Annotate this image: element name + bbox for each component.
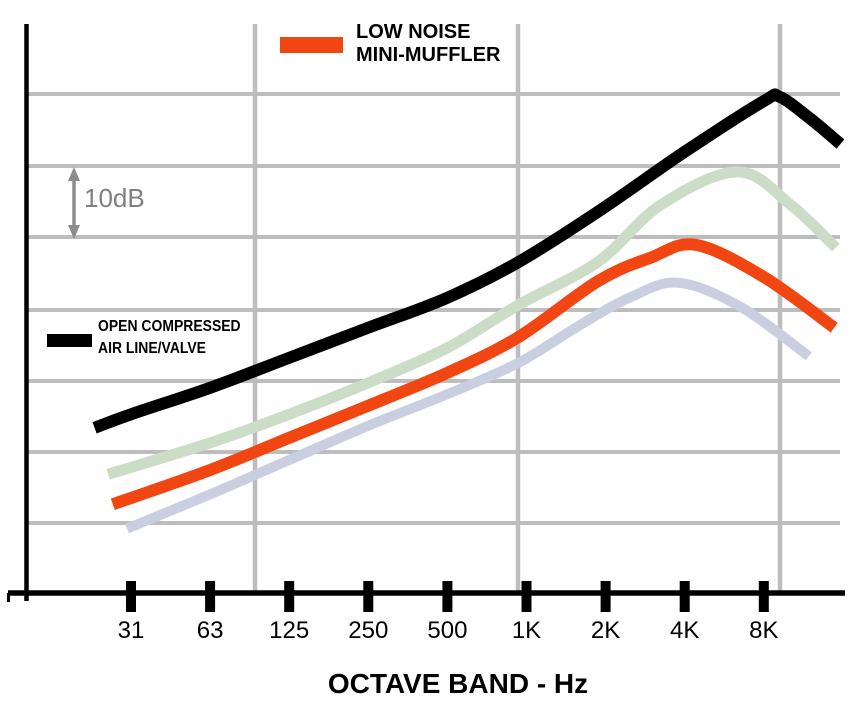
- x-tick-label-500: 500: [427, 617, 468, 644]
- legend-label-low-noise-muffler: LOW NOISE MINI-MUFFLER: [356, 21, 500, 67]
- x-tick-label-2K: 2K: [590, 617, 621, 644]
- x-tick-label-1K: 1K: [511, 617, 542, 644]
- legend-open-air-line2: AIR LINE/VALVE: [98, 339, 206, 357]
- legend-low-noise-line2: MINI-MUFFLER: [356, 44, 501, 66]
- x-tick-label-31: 31: [117, 617, 145, 644]
- x-tick-mark-1K: [521, 581, 532, 612]
- db-scale-label: 10dB: [84, 183, 145, 213]
- db-scale-arrow-head-up-icon: [68, 167, 80, 181]
- legend-open-air-line1: OPEN COMPRESSED: [98, 318, 241, 335]
- curve-unlabeled-lavender: [125, 277, 812, 534]
- db-scale-arrow-head-down-icon: [68, 225, 80, 239]
- x-tick-mark-63: [205, 581, 216, 612]
- x-tick-label-63: 63: [196, 617, 224, 644]
- curve-unlabeled-green: [106, 166, 840, 480]
- legend-swatch-open-air-line: [47, 334, 92, 347]
- legend-label-open-air-line: OPEN COMPRESSED AIR LINE/VALVE: [98, 316, 256, 359]
- x-tick-label-4K: 4K: [670, 617, 700, 644]
- x-tick-label-250: 250: [348, 617, 389, 644]
- x-tick-label-8K: 8K: [749, 617, 779, 644]
- x-tick-mark-8K: [758, 581, 769, 612]
- curve-open-compressed-air-line-valve: [92, 88, 845, 434]
- x-tick-mark-2K: [600, 581, 611, 612]
- curve-low-noise-mini-muffler: [110, 238, 838, 510]
- legend-low-noise-line1: LOW NOISE: [356, 21, 471, 43]
- x-tick-mark-31: [126, 581, 136, 612]
- x-tick-label-125: 125: [269, 617, 310, 644]
- x-axis-end-stub: [7, 593, 10, 602]
- x-tick-mark-4K: [679, 581, 690, 612]
- x-tick-mark-500: [442, 581, 453, 612]
- x-axis-title: OCTAVE BAND - Hz: [327, 668, 589, 699]
- x-tick-mark-250: [363, 581, 374, 612]
- legend-swatch-low-noise-muffler: [280, 37, 343, 53]
- x-tick-mark-125: [284, 581, 295, 612]
